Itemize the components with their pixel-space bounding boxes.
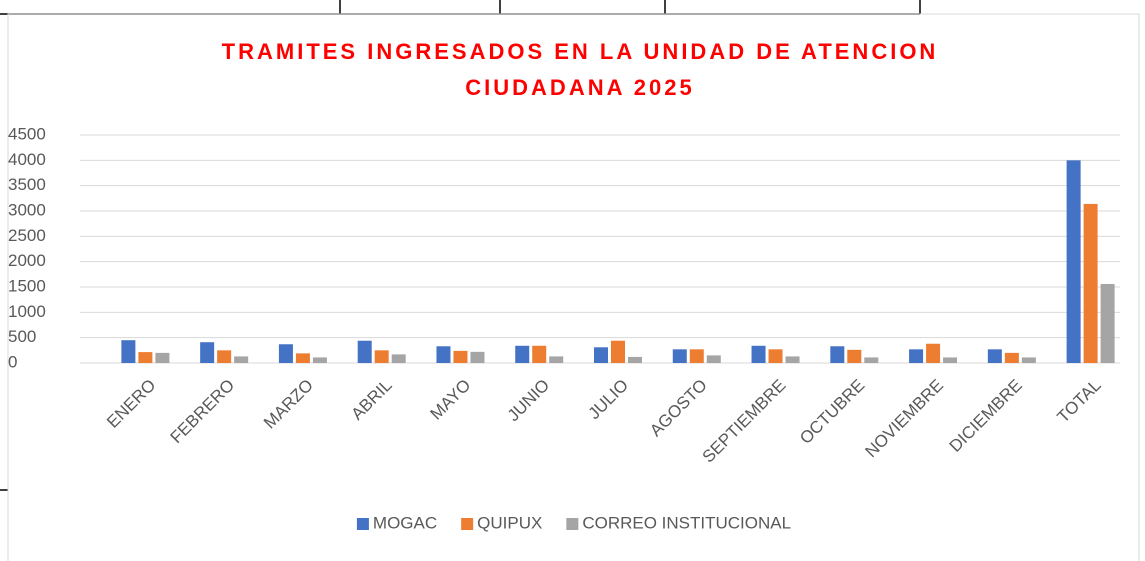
bar xyxy=(909,349,924,363)
bar xyxy=(453,350,468,363)
x-tick-label: OCTUBRE xyxy=(796,376,868,448)
bar xyxy=(1066,160,1081,363)
bar xyxy=(374,350,389,363)
bar xyxy=(1004,352,1019,363)
bar xyxy=(532,345,547,363)
bar xyxy=(200,342,215,363)
x-tick-label: FEBRERO xyxy=(167,376,239,448)
bar xyxy=(217,350,232,363)
y-tick-label: 4500 xyxy=(8,124,46,143)
y-tick-label: 1000 xyxy=(8,302,46,321)
bar xyxy=(1100,283,1115,363)
x-tick-label: SEPTIEMBRE xyxy=(699,376,790,467)
chart-border xyxy=(7,13,1140,561)
legend-label: MOGAC xyxy=(373,513,437,532)
chart-title: TRAMITES INGRESADOS EN LA UNIDAD DE ATEN… xyxy=(221,39,939,100)
bar xyxy=(155,352,170,363)
y-tick-label: 2500 xyxy=(8,226,46,245)
legend-swatch xyxy=(461,518,474,530)
bar xyxy=(611,340,625,363)
y-tick-label: 3000 xyxy=(8,200,46,219)
bar xyxy=(391,354,406,363)
x-tick-label: DICIEMBRE xyxy=(946,376,1026,456)
bar xyxy=(1021,357,1036,363)
y-tick-label: 500 xyxy=(8,327,36,346)
x-tick-label: TOTAL xyxy=(1054,376,1105,427)
y-tick-label: 2000 xyxy=(8,251,46,270)
y-tick-label: 4000 xyxy=(8,150,46,169)
bar xyxy=(594,347,608,363)
bar xyxy=(549,356,564,363)
legend-label: QUIPUX xyxy=(477,513,542,532)
bar xyxy=(357,340,372,363)
bar xyxy=(515,345,530,363)
bar xyxy=(706,355,721,363)
bar xyxy=(751,345,766,363)
bar xyxy=(312,357,327,363)
legend-label: CORREO INSTITUCIONAL xyxy=(582,513,791,532)
bar xyxy=(689,349,704,363)
bar xyxy=(987,349,1002,363)
bar xyxy=(1083,203,1098,363)
x-tick-label: ENERO xyxy=(103,376,159,432)
y-tick-label: 3500 xyxy=(8,175,46,194)
x-tick-label: JULIO xyxy=(584,376,632,424)
bar xyxy=(785,356,800,363)
x-tick-label: NOVIEMBRE xyxy=(861,376,947,462)
bar xyxy=(234,356,249,363)
x-tick-label: AGOSTO xyxy=(646,376,711,441)
bar xyxy=(672,349,687,363)
legend-swatch xyxy=(566,518,579,530)
y-tick-label: 1500 xyxy=(8,276,46,295)
bar xyxy=(847,349,862,363)
bar xyxy=(295,353,310,363)
bar xyxy=(436,346,451,363)
x-tick-label: MAYO xyxy=(427,376,475,424)
x-tick-label: ABRIL xyxy=(348,376,396,424)
bar xyxy=(943,357,958,363)
x-tick-label: JUNIO xyxy=(504,376,553,425)
legend-swatch xyxy=(356,518,369,530)
bar xyxy=(830,346,845,363)
bar xyxy=(138,352,153,363)
bar xyxy=(121,340,136,363)
bar xyxy=(470,351,485,363)
bar xyxy=(278,344,293,363)
bar xyxy=(768,349,783,363)
y-tick-label: 0 xyxy=(8,352,17,371)
bar xyxy=(864,357,879,363)
bar xyxy=(628,356,642,363)
x-tick-label: MARZO xyxy=(260,376,317,433)
bar xyxy=(926,343,941,363)
